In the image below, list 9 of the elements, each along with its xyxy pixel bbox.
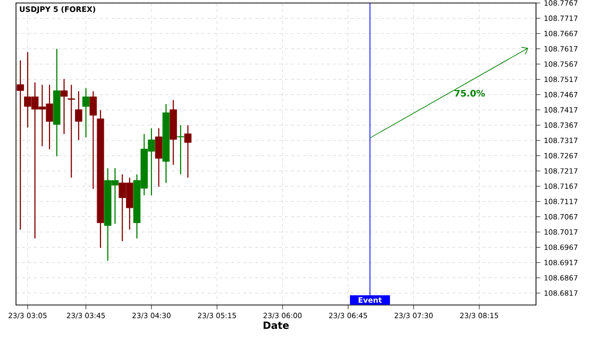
candlestick bbox=[155, 128, 162, 188]
candlestick bbox=[75, 90, 82, 141]
candlestick bbox=[176, 124, 184, 175]
candlestick bbox=[16, 60, 24, 230]
candlestick bbox=[82, 88, 90, 138]
x-axis-title: Date bbox=[264, 322, 289, 330]
annotation: 75.0% bbox=[454, 90, 485, 97]
candlestick bbox=[90, 90, 97, 190]
candlestick bbox=[184, 124, 192, 178]
